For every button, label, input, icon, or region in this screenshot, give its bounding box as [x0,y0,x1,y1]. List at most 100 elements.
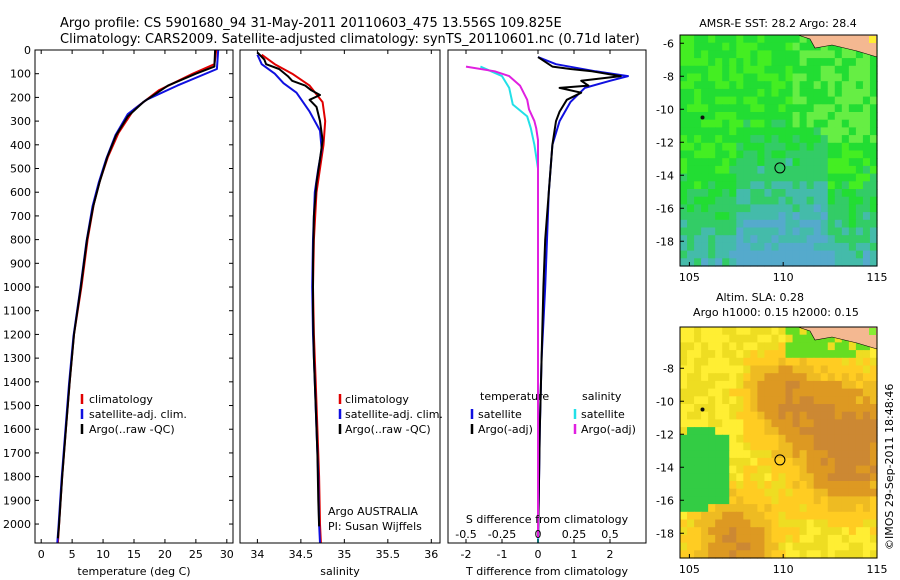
map-cell [820,496,829,505]
map-cell [841,104,850,113]
map-cell [862,58,871,67]
map-cell [778,380,787,390]
map-cell [862,219,871,229]
map-cell [792,58,801,67]
map-cell [771,519,780,528]
map-cell [715,96,723,105]
map-cell [848,527,857,536]
map-cell [855,488,864,497]
map-cell [729,196,737,205]
map-cell [701,411,709,420]
map-cell [757,350,766,359]
map-cell [869,165,878,175]
map-cell [771,488,780,497]
map-cell [855,196,864,205]
map-cell [750,35,758,44]
map-cell [722,411,730,420]
map-cell [743,42,751,51]
map-cell [855,173,864,182]
map-cell [750,50,758,59]
map-cell [708,204,716,213]
map-cell [799,189,808,198]
map-cell [778,550,787,559]
map-cell [848,142,857,152]
map-cell [778,473,787,482]
map-cell [687,212,695,221]
map-cell [694,204,702,213]
map-cell [687,142,695,152]
map-cell [715,396,723,405]
map-cell [771,327,780,336]
map-cell [694,465,702,474]
map-cell [722,42,730,51]
map-cell [799,258,808,267]
map-cell [869,96,878,105]
map-cell [743,212,751,221]
map-cell [785,342,794,351]
map-cell [701,519,709,528]
map-cell [694,488,702,497]
map-cell [680,488,688,497]
map-cell [715,219,723,229]
map-cell [778,88,787,98]
map-cell [792,427,801,436]
map-cell [778,242,787,252]
imos-credit: ©IMOS 29-Sep-2011 18:48:46 [883,384,896,550]
map-cell [792,442,801,451]
map-cell [743,104,751,113]
map-cell [722,542,730,551]
map-cell [701,58,709,67]
map-cell [722,342,730,351]
map-cell [778,388,787,397]
map-cell [806,373,815,382]
map-cell [785,481,794,490]
map-cell [806,481,815,490]
temperature-panel: 0 5 10 15 20 25 300100200300400500600700800900… [3,44,234,578]
map-cell [750,380,758,390]
map-cell [701,204,709,213]
map-cell [736,196,744,205]
map-cell [834,404,843,413]
map-cell [848,165,857,175]
map-cell [729,357,737,367]
map-cell [848,473,857,482]
map-cell [855,396,864,405]
map-cell [687,150,695,159]
map-cell [743,504,751,513]
map-cell [862,258,871,267]
map-cell [785,473,794,482]
map-cell [757,127,766,136]
map-cell [757,388,766,397]
map-cell [827,404,836,413]
map-cell [778,212,787,221]
map-cell [848,488,857,497]
map-cell [680,327,688,336]
map-cell [722,65,730,75]
map-cell [722,165,730,175]
argo-position-marker [774,454,786,466]
map-cell [687,427,695,436]
map-cell [715,550,723,559]
map-cell [799,473,808,482]
y-tick-label: -6 [663,37,674,50]
map-cell [785,373,794,382]
map-cell [743,242,751,252]
map-cell [736,158,744,167]
map-cell [743,65,751,75]
map-cell [708,181,716,190]
y-tick-label: -12 [656,428,674,441]
map-cell [855,112,864,121]
map-cell [799,534,808,544]
map-cell [799,357,808,367]
map-cell [771,373,780,382]
map-cell [841,112,850,121]
map-cell [764,434,773,444]
map-cell [820,158,829,167]
map-cell [694,81,702,90]
map-cell [694,481,702,490]
map-cell [680,142,688,152]
map-cell [764,350,773,359]
map-cell [806,212,815,221]
map-cell [771,142,780,152]
map-cell [687,442,695,451]
